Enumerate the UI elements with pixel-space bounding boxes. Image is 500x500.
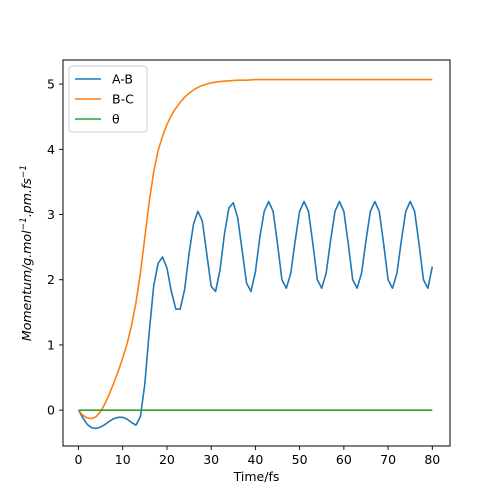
series-layer [77, 78, 434, 430]
x-tick-label: 0 [75, 452, 83, 467]
legend: A-B B-C θ [68, 65, 148, 133]
legend-label: A-B [112, 72, 133, 87]
y-tick-label: 3 [47, 207, 55, 222]
y-axis-label: Momentum/g.mol−1.pm.fs−1 [19, 165, 34, 341]
x-tick-label: 40 [247, 452, 263, 467]
x-tick-label: 50 [292, 452, 308, 467]
y-tick-label: 0 [47, 403, 55, 418]
legend-label: θ [112, 112, 120, 127]
y-tick-label: 4 [47, 142, 55, 157]
x-tick-label: 20 [159, 452, 175, 467]
x-tick-label: 10 [115, 452, 131, 467]
x-tick-label: 70 [380, 452, 396, 467]
y-axis-label-text: Momentum/g.mol [19, 230, 34, 341]
x-tick-label: 30 [203, 452, 219, 467]
x-axis: 0 10 20 30 40 50 60 70 80 [75, 446, 440, 467]
x-tick-label: 80 [424, 452, 440, 467]
y-tick-label: 2 [47, 272, 55, 287]
legend-box [68, 65, 148, 133]
y-axis: 0 1 2 3 4 5 [47, 77, 63, 418]
x-tick-label: 60 [336, 452, 352, 467]
y-axis-label-exponent: −1 [19, 165, 29, 178]
series-line-B-C [77, 78, 433, 420]
y-tick-label: 1 [47, 337, 55, 352]
y-axis-label-text: .pm.fs [19, 178, 34, 217]
plot-area-frame [62, 59, 451, 447]
y-axis-label-exponent: −1 [19, 217, 29, 230]
series-line-A-B [77, 200, 434, 430]
legend-label: B-C [112, 92, 134, 107]
x-axis-label: Time/fs [233, 469, 280, 484]
y-tick-label: 5 [47, 77, 55, 92]
